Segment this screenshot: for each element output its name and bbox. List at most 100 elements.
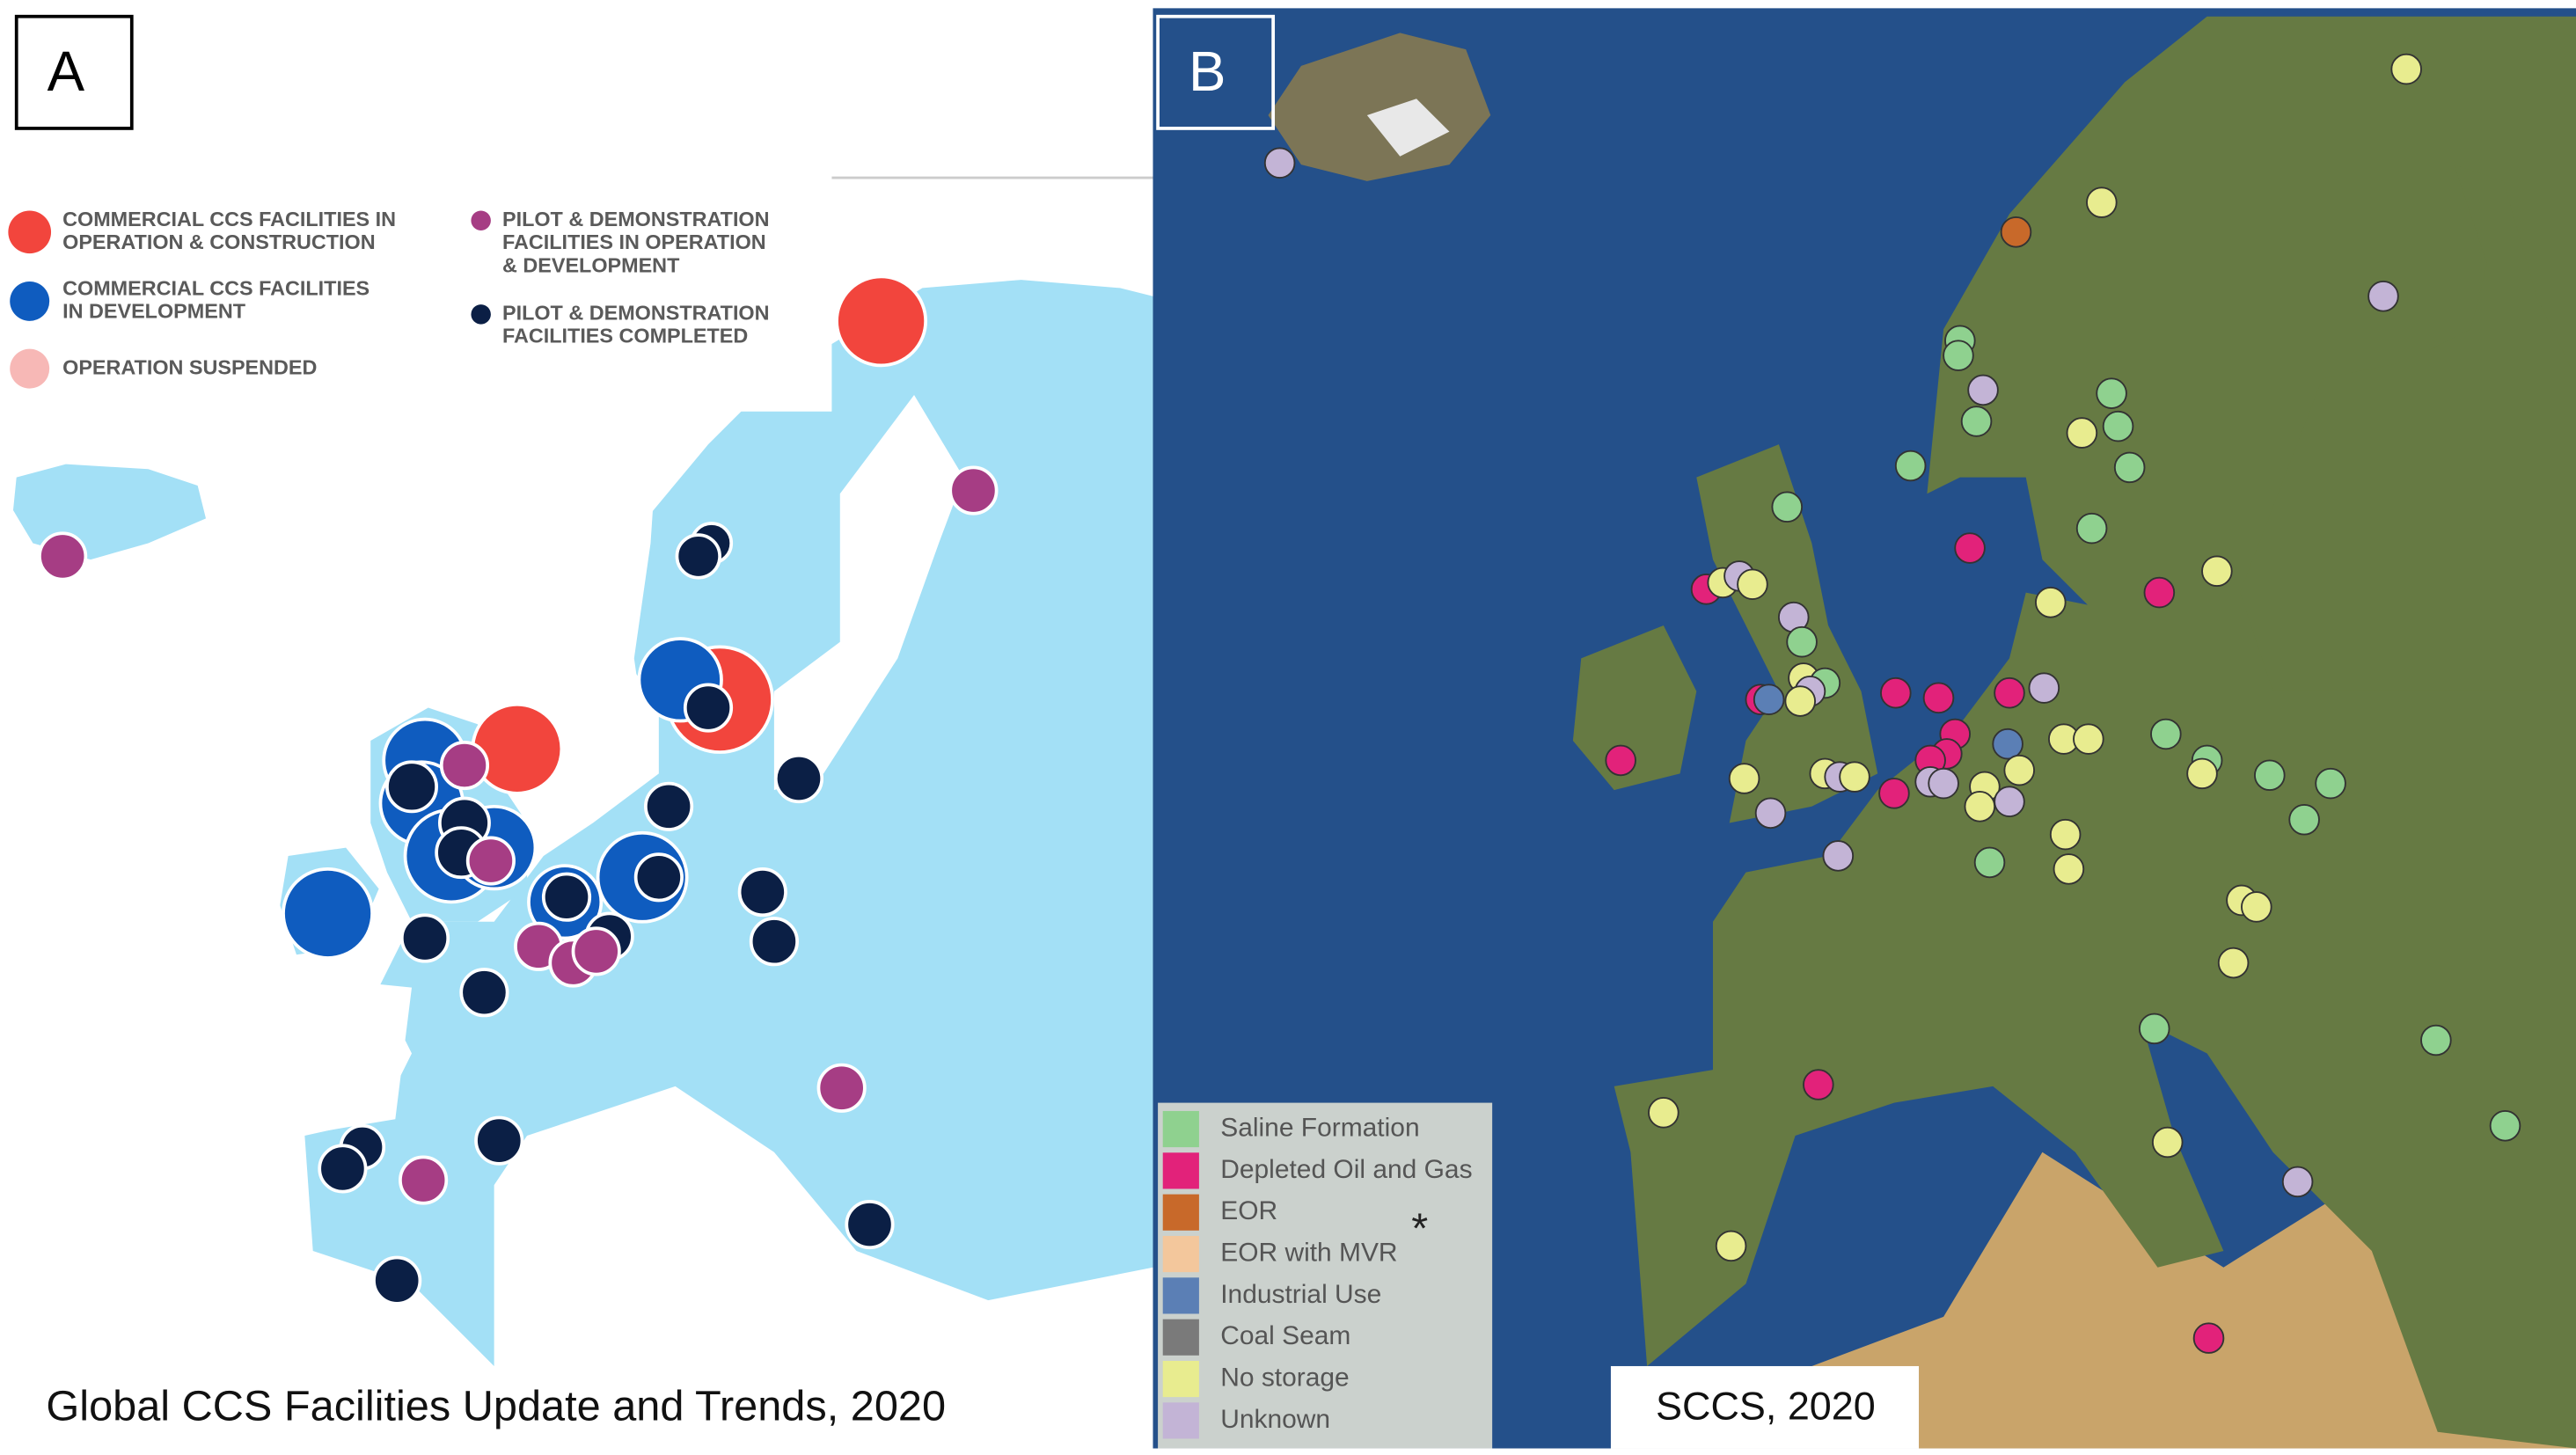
caption: SCCS, 2020 (1656, 1383, 1876, 1428)
site-marker (2390, 53, 2422, 85)
site-marker (1737, 568, 1768, 600)
facility-marker (459, 968, 509, 1018)
legend-marker (8, 210, 52, 254)
site-marker (2000, 216, 2032, 248)
site-marker (1922, 682, 1955, 714)
site-marker (2150, 718, 2182, 750)
facility-marker (816, 1063, 867, 1113)
site-marker (2315, 767, 2346, 800)
legend-label: PILOT & DEMONSTRATION (502, 302, 770, 325)
site-marker (1605, 744, 1636, 777)
site-marker (1992, 728, 2023, 760)
site-marker (2053, 853, 2085, 885)
site-marker (2201, 555, 2233, 588)
legend-label: EOR (1220, 1196, 1277, 1225)
site-marker (2138, 1013, 2170, 1045)
facility-marker (372, 1255, 422, 1305)
site-marker (1753, 684, 1785, 715)
facility-marker (633, 852, 684, 903)
glacier (1366, 99, 1450, 157)
legend-note: * (1411, 1204, 1428, 1252)
site-marker (2102, 410, 2134, 442)
facility-marker (749, 917, 799, 967)
site-marker (2066, 417, 2098, 449)
site-marker (1648, 1097, 1680, 1129)
panel-label: B (1189, 40, 1226, 103)
site-marker (1954, 532, 1986, 564)
site-marker (1994, 786, 2025, 817)
legend-swatch (1162, 1360, 1199, 1398)
site-marker (2151, 1126, 2184, 1159)
facility-marker (541, 872, 592, 922)
facility-marker (465, 836, 516, 886)
panel-a-markers (38, 274, 999, 1305)
site-marker (2003, 754, 2036, 786)
facility-marker (471, 702, 564, 795)
panel-label: A (48, 40, 85, 103)
facility-marker (835, 274, 928, 368)
site-marker (2113, 451, 2146, 484)
panel-a-legend-bg (0, 0, 832, 412)
legend-label: FACILITIES COMPLETED (502, 325, 748, 347)
legend-swatch (1162, 1277, 1199, 1314)
facility-marker (38, 531, 88, 581)
site-marker (1973, 846, 2006, 879)
facility-marker (773, 753, 824, 804)
site-marker (2420, 1024, 2452, 1057)
legend-marker (471, 210, 491, 230)
site-marker (1803, 1069, 1834, 1100)
legend-label: OPERATION & CONSTRUCTION (62, 230, 375, 253)
facility-marker (845, 1199, 895, 1250)
facility-marker (282, 867, 374, 960)
site-marker (2035, 587, 2067, 618)
site-marker (2028, 672, 2060, 704)
legend-swatch (1162, 1152, 1199, 1189)
legend-label: & DEVELOPMENT (502, 253, 680, 276)
facility-marker (399, 1155, 449, 1205)
site-marker (2489, 1110, 2521, 1142)
legend-swatch (1162, 1402, 1199, 1439)
site-marker (1754, 797, 1787, 830)
caption-bg (1610, 1365, 1920, 1449)
site-marker (2367, 281, 2399, 312)
legend-label: FACILITIES IN OPERATION (502, 230, 766, 253)
site-marker (1943, 340, 1974, 371)
legend-label: EOR with MVR (1220, 1238, 1397, 1267)
panel-b-markers (1263, 53, 2521, 1354)
legend-label: Saline Formation (1220, 1113, 1419, 1142)
legend-label: No storage (1220, 1363, 1349, 1392)
legend-swatch (1162, 1194, 1199, 1231)
legend-label: Depleted Oil and Gas (1220, 1155, 1472, 1184)
facility-marker (318, 1144, 368, 1194)
legend-label: OPERATION SUSPENDED (62, 355, 317, 378)
site-marker (2086, 186, 2118, 218)
site-marker (1928, 767, 1959, 800)
site-marker (1878, 778, 1910, 809)
facility-marker (474, 1115, 524, 1166)
legend-label: COMMERCIAL CCS FACILITIES IN (62, 208, 396, 230)
site-marker (1994, 676, 2025, 709)
site-marker (2288, 804, 2320, 836)
site-marker (2096, 377, 2127, 409)
legend-label: IN DEVELOPMENT (62, 300, 246, 323)
facility-marker (948, 465, 999, 515)
panel-b-legend-bg (1158, 1102, 1493, 1449)
legend-marker (10, 281, 50, 321)
site-marker (2075, 512, 2108, 545)
facility-marker (571, 926, 621, 976)
legend-label: Coal Seam (1220, 1321, 1350, 1350)
site-marker (1715, 1230, 1747, 1262)
legend-swatch (1162, 1110, 1199, 1148)
panel-label-box (14, 14, 134, 130)
site-marker (1964, 791, 1996, 823)
site-marker (1771, 491, 1804, 523)
legend-label: Industrial Use (1220, 1280, 1381, 1309)
legend-swatch (1162, 1235, 1199, 1273)
site-marker (1839, 761, 1870, 793)
site-marker (1967, 374, 1999, 406)
site-marker (1263, 147, 1296, 179)
facility-marker (644, 781, 694, 831)
